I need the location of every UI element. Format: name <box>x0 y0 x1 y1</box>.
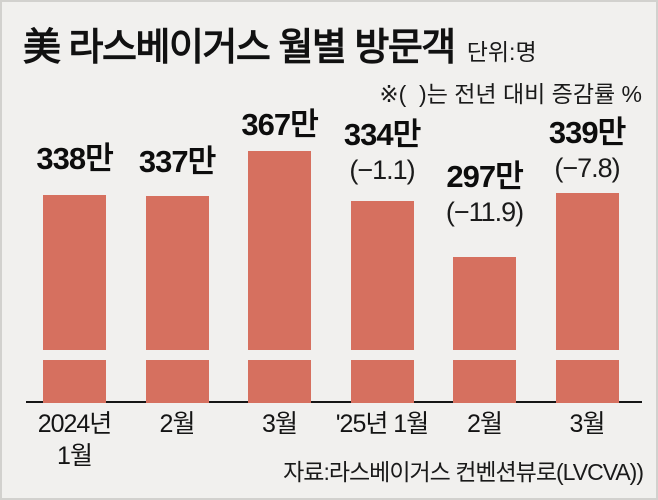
bar-label-stack: 337만 <box>97 143 257 179</box>
x-axis-label-line: 3월 <box>262 410 298 438</box>
x-axis-label: 2024년 1월 <box>2 408 155 472</box>
x-axis-label: 3월 <box>200 408 360 440</box>
bar-yoy-label: (−7.8) <box>554 152 620 183</box>
x-axis-label-line: 2월 <box>467 410 503 438</box>
bar-value-label: 338만 <box>36 140 113 176</box>
axis-break-strip <box>30 350 634 360</box>
bar-2월 <box>453 257 516 403</box>
x-axis-label: 3월 <box>507 408 656 440</box>
bar-'25년 1월 <box>350 201 414 403</box>
x-axis-label: 2월 <box>97 408 257 440</box>
x-axis-label-line: 2024년 <box>37 410 113 438</box>
bar-value-label: 337만 <box>138 143 216 179</box>
source-credit: 자료:라스베이거스 컨벤션뷰로(LVCVA)) <box>283 459 644 485</box>
x-axis-label-line: '25년 1월 <box>335 410 429 438</box>
x-axis-label-line: 1월 <box>57 442 93 470</box>
bar-value-label: 334만 <box>343 117 421 153</box>
bar-value-label: 297만 <box>446 159 523 195</box>
x-axis-label: 2월 <box>405 408 565 440</box>
bar-3월 <box>555 193 619 403</box>
bar-label-stack: 339만 (−7.8) <box>507 115 656 183</box>
bar-label-stack: 367만 <box>200 106 360 142</box>
bar-label-stack: 297만 (−11.9) <box>405 160 565 227</box>
yoy-note: ※( )는 전년 대비 증감률 % <box>379 81 642 107</box>
unit-label: 단위:명 <box>466 39 537 65</box>
x-axis-line <box>26 401 642 403</box>
bar-3월 <box>248 151 311 403</box>
bar-yoy-label: (−1.1) <box>349 154 415 185</box>
bar-yoy-label: (−11.9) <box>445 196 524 227</box>
chart-title: 美 라스베이거스 월별 방문객 <box>23 27 456 69</box>
bar-value-label: 367만 <box>241 106 318 142</box>
x-axis-label: '25년 1월 <box>302 408 462 440</box>
bar-label-stack: 338만 <box>2 140 155 176</box>
chart-header: 美 라스베이거스 월별 방문객 단위:명 <box>23 16 642 71</box>
bar-2024년 1월 <box>43 195 106 403</box>
bar-label-stack: 334만 (−1.1) <box>302 118 462 185</box>
bar-2월 <box>145 196 209 403</box>
bar-value-label: 339만 <box>548 115 626 151</box>
x-axis-label-line: 3월 <box>569 410 606 438</box>
x-axis-label-line: 2월 <box>159 410 196 438</box>
